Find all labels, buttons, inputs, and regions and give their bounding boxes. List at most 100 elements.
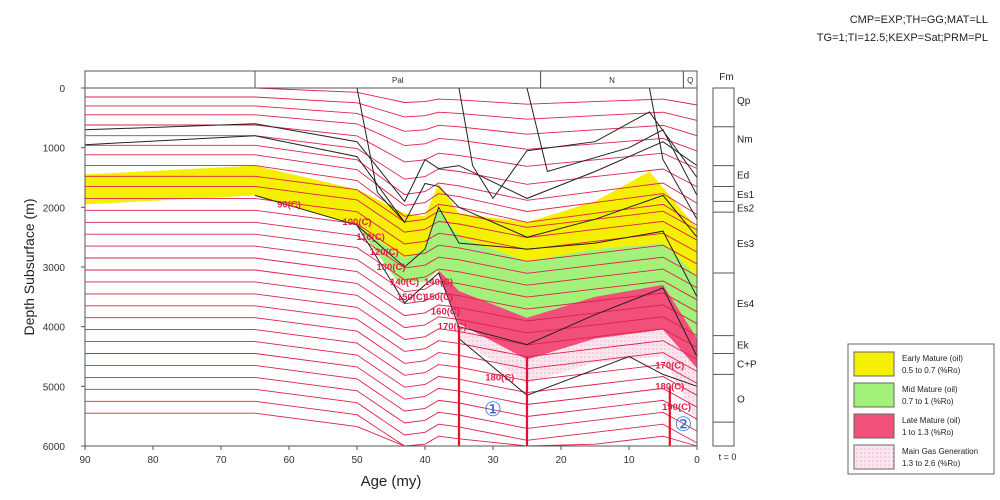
legend-swatch-2 xyxy=(853,382,895,408)
isotherm-line-17 xyxy=(85,257,698,313)
isotherm-line-3 xyxy=(85,105,698,137)
formation-label-4: Es1 xyxy=(737,190,755,201)
legend-swatch-1 xyxy=(853,351,895,377)
time-bar-segment-1 xyxy=(84,70,256,89)
legend-label-3: Late Mature (oil) xyxy=(902,416,961,425)
x-tick-label-50: 50 xyxy=(351,455,363,466)
isotherm-label-11: 170(C) xyxy=(438,322,467,333)
x-tick-label-40: 40 xyxy=(419,455,431,466)
well-marker-2: ② xyxy=(674,414,692,436)
legend-swatch-4 xyxy=(853,444,895,470)
isotherm-line-14 xyxy=(85,221,698,277)
y-axis-title: Depth Subsurface (m) xyxy=(21,199,37,336)
legend-label-1: Early Mature (oil) xyxy=(902,354,963,363)
legend-range-2: 0.7 to 1 (%Ro) xyxy=(902,397,954,406)
maturity-zone-2 xyxy=(85,195,697,339)
time-bar-segment-4 xyxy=(682,70,698,89)
y-tick-label-2000: 2000 xyxy=(43,203,66,214)
burial-line-5 xyxy=(458,338,698,396)
isotherm-label-8: 150(C) xyxy=(397,292,426,303)
isotherm-line-2 xyxy=(85,96,698,121)
model-params-line2: TG=1;TI=12.5;KEXP=Sat;PRM=PL xyxy=(816,32,988,44)
isotherm-label-4: 120(C) xyxy=(370,247,399,258)
isotherm-label-7: 140(C) xyxy=(424,277,453,288)
formation-label-5: Es2 xyxy=(737,203,755,214)
x-tick-label-80: 80 xyxy=(147,455,159,466)
maturity-zone-3 xyxy=(438,269,697,369)
isotherm-line-7 xyxy=(85,144,698,204)
isotherm-label-2: 100(C) xyxy=(342,217,371,228)
isotherm-line-30 xyxy=(85,412,697,447)
isotherm-line-18 xyxy=(85,269,698,325)
isotherm-line-21 xyxy=(85,305,698,360)
isotherm-line-19 xyxy=(85,281,698,336)
isotherm-label-14: 180(C) xyxy=(655,381,684,392)
isotherm-line-23 xyxy=(85,329,698,384)
y-tick-label-3000: 3000 xyxy=(43,263,66,274)
y-tick-label-6000: 6000 xyxy=(43,442,66,453)
isotherm-line-15 xyxy=(85,233,698,289)
isotherm-line-29 xyxy=(85,400,698,447)
time-bar-label-3: N xyxy=(609,76,615,85)
formation-column xyxy=(712,87,735,447)
x-tick-label-60: 60 xyxy=(283,455,295,466)
legend-range-3: 1 to 1.3 (%Ro) xyxy=(902,428,954,437)
formation-label-3: Ed xyxy=(737,171,749,182)
y-tick-label-5000: 5000 xyxy=(43,382,66,393)
isotherm-label-13: 170(C) xyxy=(655,360,684,371)
x-axis-title: Age (my) xyxy=(361,473,422,490)
isotherm-label-5: 130(C) xyxy=(376,262,405,273)
x-tick-label-20: 20 xyxy=(555,455,567,466)
isotherm-line-28 xyxy=(85,388,698,444)
formation-label-7: Es4 xyxy=(737,299,755,310)
isotherm-label-9: 150(C) xyxy=(424,292,453,303)
isotherm-line-13 xyxy=(85,209,698,265)
burial-line-2 xyxy=(84,135,698,238)
isotherm-line-16 xyxy=(85,245,698,301)
legend-label-2: Mid Mature (oil) xyxy=(902,385,958,394)
formation-label-2: Nm xyxy=(737,135,753,146)
x-tick-label-90: 90 xyxy=(79,455,91,466)
isotherm-line-10 xyxy=(85,175,698,231)
legend-range-4: 1.3 to 2.6 (%Ro) xyxy=(902,459,961,468)
formation-label-6: Es3 xyxy=(737,239,755,250)
burial-line-4 xyxy=(356,224,698,357)
isotherm-line-20 xyxy=(85,293,698,348)
legend-swatch-3 xyxy=(853,413,895,439)
burial-line-3 xyxy=(254,194,698,298)
isotherm-line-27 xyxy=(85,376,698,432)
y-tick-label-4000: 4000 xyxy=(43,323,66,334)
isotherm-line-22 xyxy=(85,317,698,372)
x-tick-label-10: 10 xyxy=(623,455,635,466)
formation-label-9: C+P xyxy=(737,360,757,371)
isotherm-line-8 xyxy=(85,154,698,215)
formation-label-10: O xyxy=(737,394,745,405)
isotherm-line-11 xyxy=(85,185,698,241)
time-bar-label-2: Pal xyxy=(392,76,404,85)
isotherm-label-10: 160(C) xyxy=(431,307,460,318)
legend-range-1: 0.5 to 0.7 (%Ro) xyxy=(902,366,961,375)
isotherm-label-3: 110(C) xyxy=(356,232,385,243)
maturity-zone-4 xyxy=(438,272,697,423)
x-tick-label-30: 30 xyxy=(487,455,499,466)
isotherm-line-24 xyxy=(85,341,698,396)
isotherm-line-9 xyxy=(85,165,698,226)
well-marker-1: ① xyxy=(484,399,502,421)
isotherm-line-5 xyxy=(85,124,698,169)
burial-line-1 xyxy=(84,123,698,203)
formation-label-1: Qp xyxy=(737,96,751,107)
x-tick-label-70: 70 xyxy=(215,455,227,466)
maturity-zone-1 xyxy=(85,165,697,276)
formation-label-8: Ek xyxy=(737,341,750,352)
time-bar-label-4: Q xyxy=(687,76,693,85)
y-tick-label-1000: 1000 xyxy=(43,144,66,155)
legend-label-4: Main Gas Generation xyxy=(902,447,978,456)
isotherm-line-26 xyxy=(85,364,698,420)
y-tick-label-0: 0 xyxy=(59,84,65,95)
isotherm-label-6: 140(C) xyxy=(390,277,419,288)
isotherm-label-1: 90(C) xyxy=(277,199,301,210)
model-params-line1: CMP=EXP;TH=GG;MAT=LL xyxy=(849,14,988,26)
isotherm-label-15: 190(C) xyxy=(662,402,691,413)
